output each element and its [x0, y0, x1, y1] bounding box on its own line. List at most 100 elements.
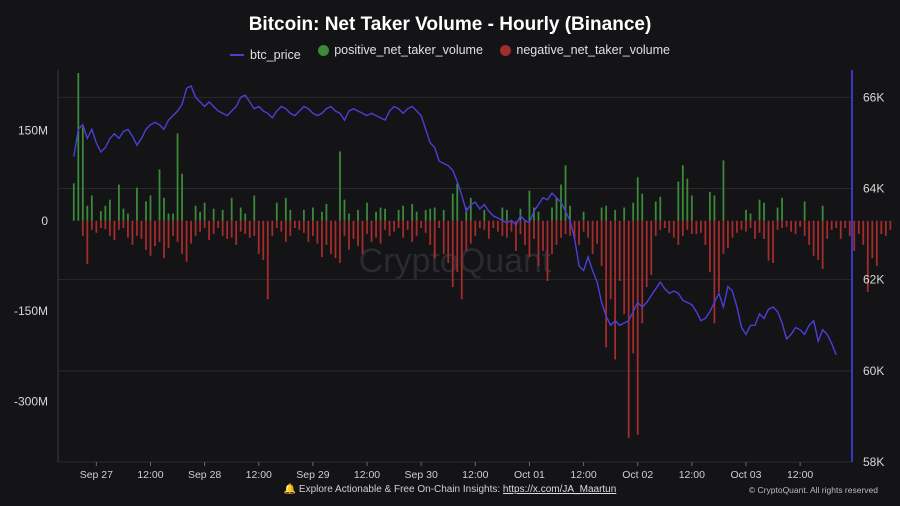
negative-volume-bar [127, 220, 129, 238]
negative-volume-bar [357, 220, 359, 247]
positive-volume-bar [402, 205, 405, 221]
negative-volume-bar [645, 220, 648, 288]
y-left-tick-label: 0 [41, 214, 48, 228]
negative-volume-bar [524, 220, 526, 245]
negative-volume-bar [627, 220, 630, 438]
negative-volume-bar [790, 220, 792, 232]
negative-volume-bar [740, 220, 743, 230]
negative-volume-bar [695, 220, 698, 235]
y-right-tick-label: 58K [863, 455, 884, 469]
negative-volume-bar [681, 220, 684, 236]
y-right-tick-label: 62K [863, 273, 884, 287]
positive-volume-bar [781, 197, 783, 221]
negative-volume-bar [280, 220, 283, 232]
positive-volume-bar [600, 207, 603, 221]
negative-volume-bar [172, 220, 174, 236]
positive-volume-bar [379, 207, 382, 221]
positive-volume-bar [469, 197, 472, 221]
x-tick-label: Sep 30 [405, 469, 438, 481]
positive-volume-bar [339, 151, 341, 221]
positive-volume-bar [442, 209, 445, 221]
negative-volume-bar [384, 220, 386, 230]
positive-volume-bar [465, 207, 468, 221]
positive-volume-bar [537, 211, 540, 221]
negative-volume-bar [614, 220, 617, 360]
legend-item-positive-volume[interactable]: positive_net_taker_volume [318, 43, 483, 57]
negative-volume-bar [415, 220, 418, 236]
positive-volume-bar [636, 177, 639, 221]
negative-volume-bar [447, 220, 450, 263]
negative-volume-bar [672, 220, 675, 238]
negative-volume-bar [496, 220, 499, 232]
negative-volume-bar [722, 220, 725, 254]
positive-volume-bar [528, 190, 531, 221]
negative-volume-bar [745, 220, 747, 232]
positive-volume-bar [451, 193, 454, 221]
negative-volume-bar [808, 220, 811, 245]
positive-volume-bar [681, 165, 684, 221]
negative-volume-bar [284, 220, 287, 242]
positive-volume-bar [569, 205, 571, 221]
footer: 🔔 Explore Actionable & Free On-Chain Ins… [0, 484, 900, 495]
positive-volume-bar [551, 207, 553, 221]
negative-volume-bar [668, 220, 671, 233]
negative-volume-bar [420, 220, 423, 229]
negative-volume-bar [555, 220, 558, 245]
negative-volume-bar [185, 220, 188, 262]
negative-volume-bar [307, 220, 310, 242]
negative-volume-bar [776, 220, 779, 230]
negative-volume-bar [533, 220, 535, 239]
legend-item-btc-price[interactable]: btc_price [230, 48, 301, 62]
x-tick-label: 12:00 [246, 469, 272, 481]
x-tick-label: Sep 28 [188, 469, 221, 481]
positive-volume-bar [199, 211, 202, 221]
negative-volume-bar [609, 220, 612, 300]
x-tick-label: Sep 29 [296, 469, 329, 481]
negative-volume-bar [821, 220, 824, 270]
legend-dot-swatch [318, 44, 330, 56]
negative-volume-bar [379, 220, 382, 244]
legend-dot-swatch [500, 44, 512, 56]
negative-volume-bar [510, 220, 513, 232]
positive-volume-bar [519, 208, 522, 221]
negative-volume-bar [492, 220, 495, 229]
x-tick-label: 12:00 [462, 469, 488, 481]
negative-volume-bar [81, 220, 84, 236]
negative-volume-bar [212, 220, 215, 235]
positive-volume-bar [321, 211, 323, 221]
legend-label: negative_net_taker_volume [516, 43, 670, 57]
positive-volume-bar [311, 207, 314, 221]
negative-volume-bar [95, 220, 98, 233]
watermark: CryptoQuant [359, 242, 552, 280]
positive-volume-bar [605, 205, 608, 221]
negative-volume-bar [578, 220, 580, 245]
x-tick-label: Sep 27 [80, 469, 113, 481]
axes: 150M 0 -150M -300M 66K 64K 62K 60K 58K Sep 27 12:0… [14, 70, 884, 481]
negative-volume-bar [794, 220, 797, 235]
negative-volume-bar [826, 220, 829, 239]
footer-link[interactable]: https://x.com/JA_Maartun [502, 484, 617, 495]
negative-volume-bar [438, 220, 441, 229]
positive-volume-bar [555, 197, 558, 221]
positive-volume-bar [533, 207, 535, 221]
positive-volume-bar [456, 183, 459, 221]
negative-volume-bar [632, 220, 635, 354]
negative-volume-bar [708, 220, 711, 273]
negative-volume-bar [190, 220, 192, 244]
negative-volume-bar [293, 220, 296, 229]
negative-volume-bar [542, 220, 544, 251]
negative-volume-bar [650, 220, 653, 276]
negative-volume-bar [551, 220, 553, 254]
positive-volume-bar [713, 195, 716, 221]
legend-item-negative-volume[interactable]: negative_net_taker_volume [500, 43, 670, 57]
positive-volume-bar [239, 207, 242, 221]
negative-volume-bar [803, 220, 806, 236]
positive-volume-bar [641, 193, 644, 221]
negative-volume-bar [199, 220, 202, 232]
positive-volume-bar [176, 133, 179, 221]
negative-volume-bar [334, 220, 337, 259]
positive-volume-bar [424, 209, 427, 221]
x-tick-label: 12:00 [679, 469, 705, 481]
negative-volume-bar [113, 220, 116, 241]
